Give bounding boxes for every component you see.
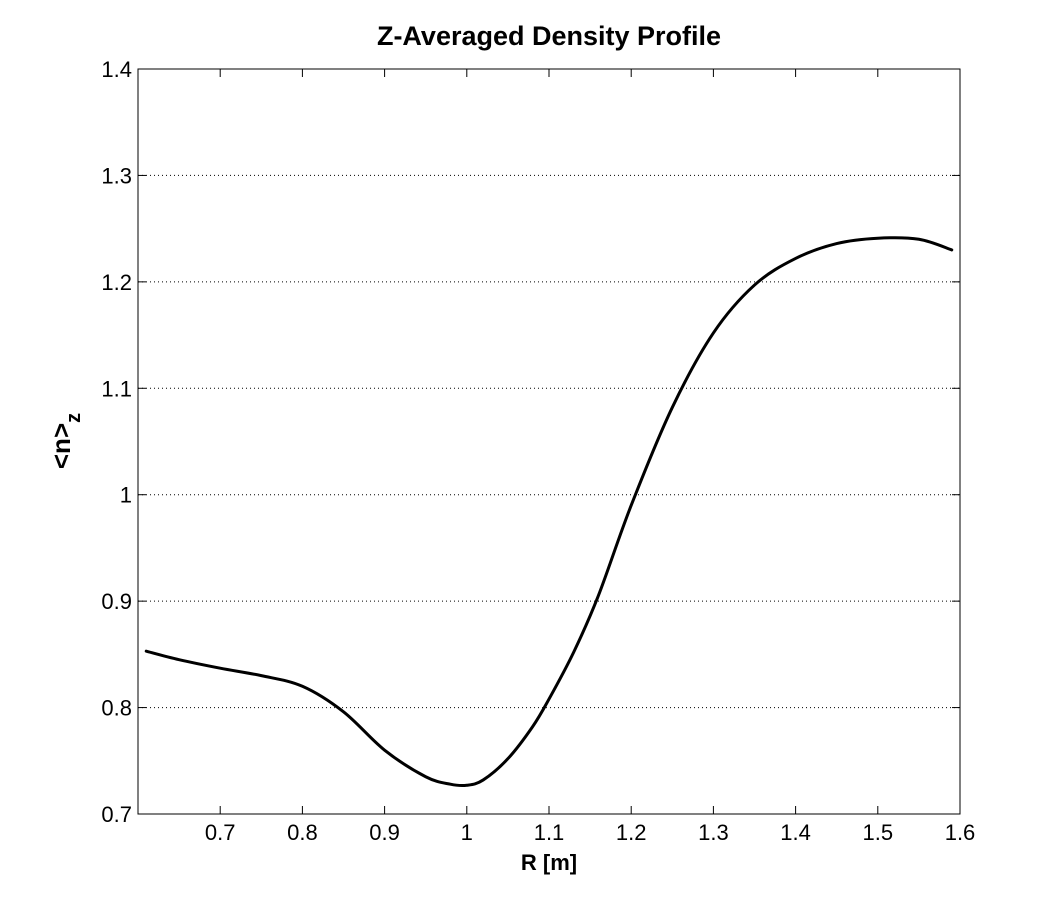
y-tick-label: 1: [120, 483, 132, 508]
svg-text:<n>z: <n>z: [46, 413, 85, 469]
y-tick-labels: 0.7 0.8 0.9 1 1.1 1.2 1.3 1.4: [101, 57, 132, 827]
y-tick-label: 1.1: [101, 376, 132, 401]
y-tick-label: 0.9: [101, 589, 132, 614]
y-tick-label: 1.4: [101, 57, 132, 82]
x-tick-label: 1.1: [534, 820, 565, 845]
grid-lines: [138, 174, 960, 709]
plot-area: [137, 68, 961, 815]
density-profile-line: [144, 236, 954, 788]
y-tick-label: 0.7: [101, 802, 132, 827]
x-tick-label: 1.6: [945, 820, 976, 845]
x-axis-label: R [m]: [521, 850, 577, 875]
x-tick-label: 1: [461, 820, 473, 845]
axis-ticks: [138, 68, 961, 815]
y-tick-label: 0.8: [101, 696, 132, 721]
x-tick-label: 1.2: [616, 820, 647, 845]
x-tick-label: 1.5: [863, 820, 894, 845]
y-axis-label-main: <n>: [46, 423, 76, 469]
y-tick-label: 1.3: [101, 163, 132, 188]
x-tick-label: 0.9: [369, 820, 400, 845]
x-tick-label: 1.4: [780, 820, 811, 845]
x-tick-label: 0.7: [205, 820, 236, 845]
x-tick-labels: 0.7 0.8 0.9 1 1.1 1.2 1.3 1.4 1.5 1.6: [205, 820, 975, 845]
x-tick-label: 0.8: [287, 820, 318, 845]
y-tick-label: 1.2: [101, 270, 132, 295]
series-layer: [144, 236, 954, 788]
y-axis-label: <n>z: [46, 413, 85, 469]
y-axis-label-subscript: z: [63, 413, 85, 423]
x-tick-label: 1.3: [698, 820, 729, 845]
chart-title: Z-Averaged Density Profile: [377, 21, 721, 51]
